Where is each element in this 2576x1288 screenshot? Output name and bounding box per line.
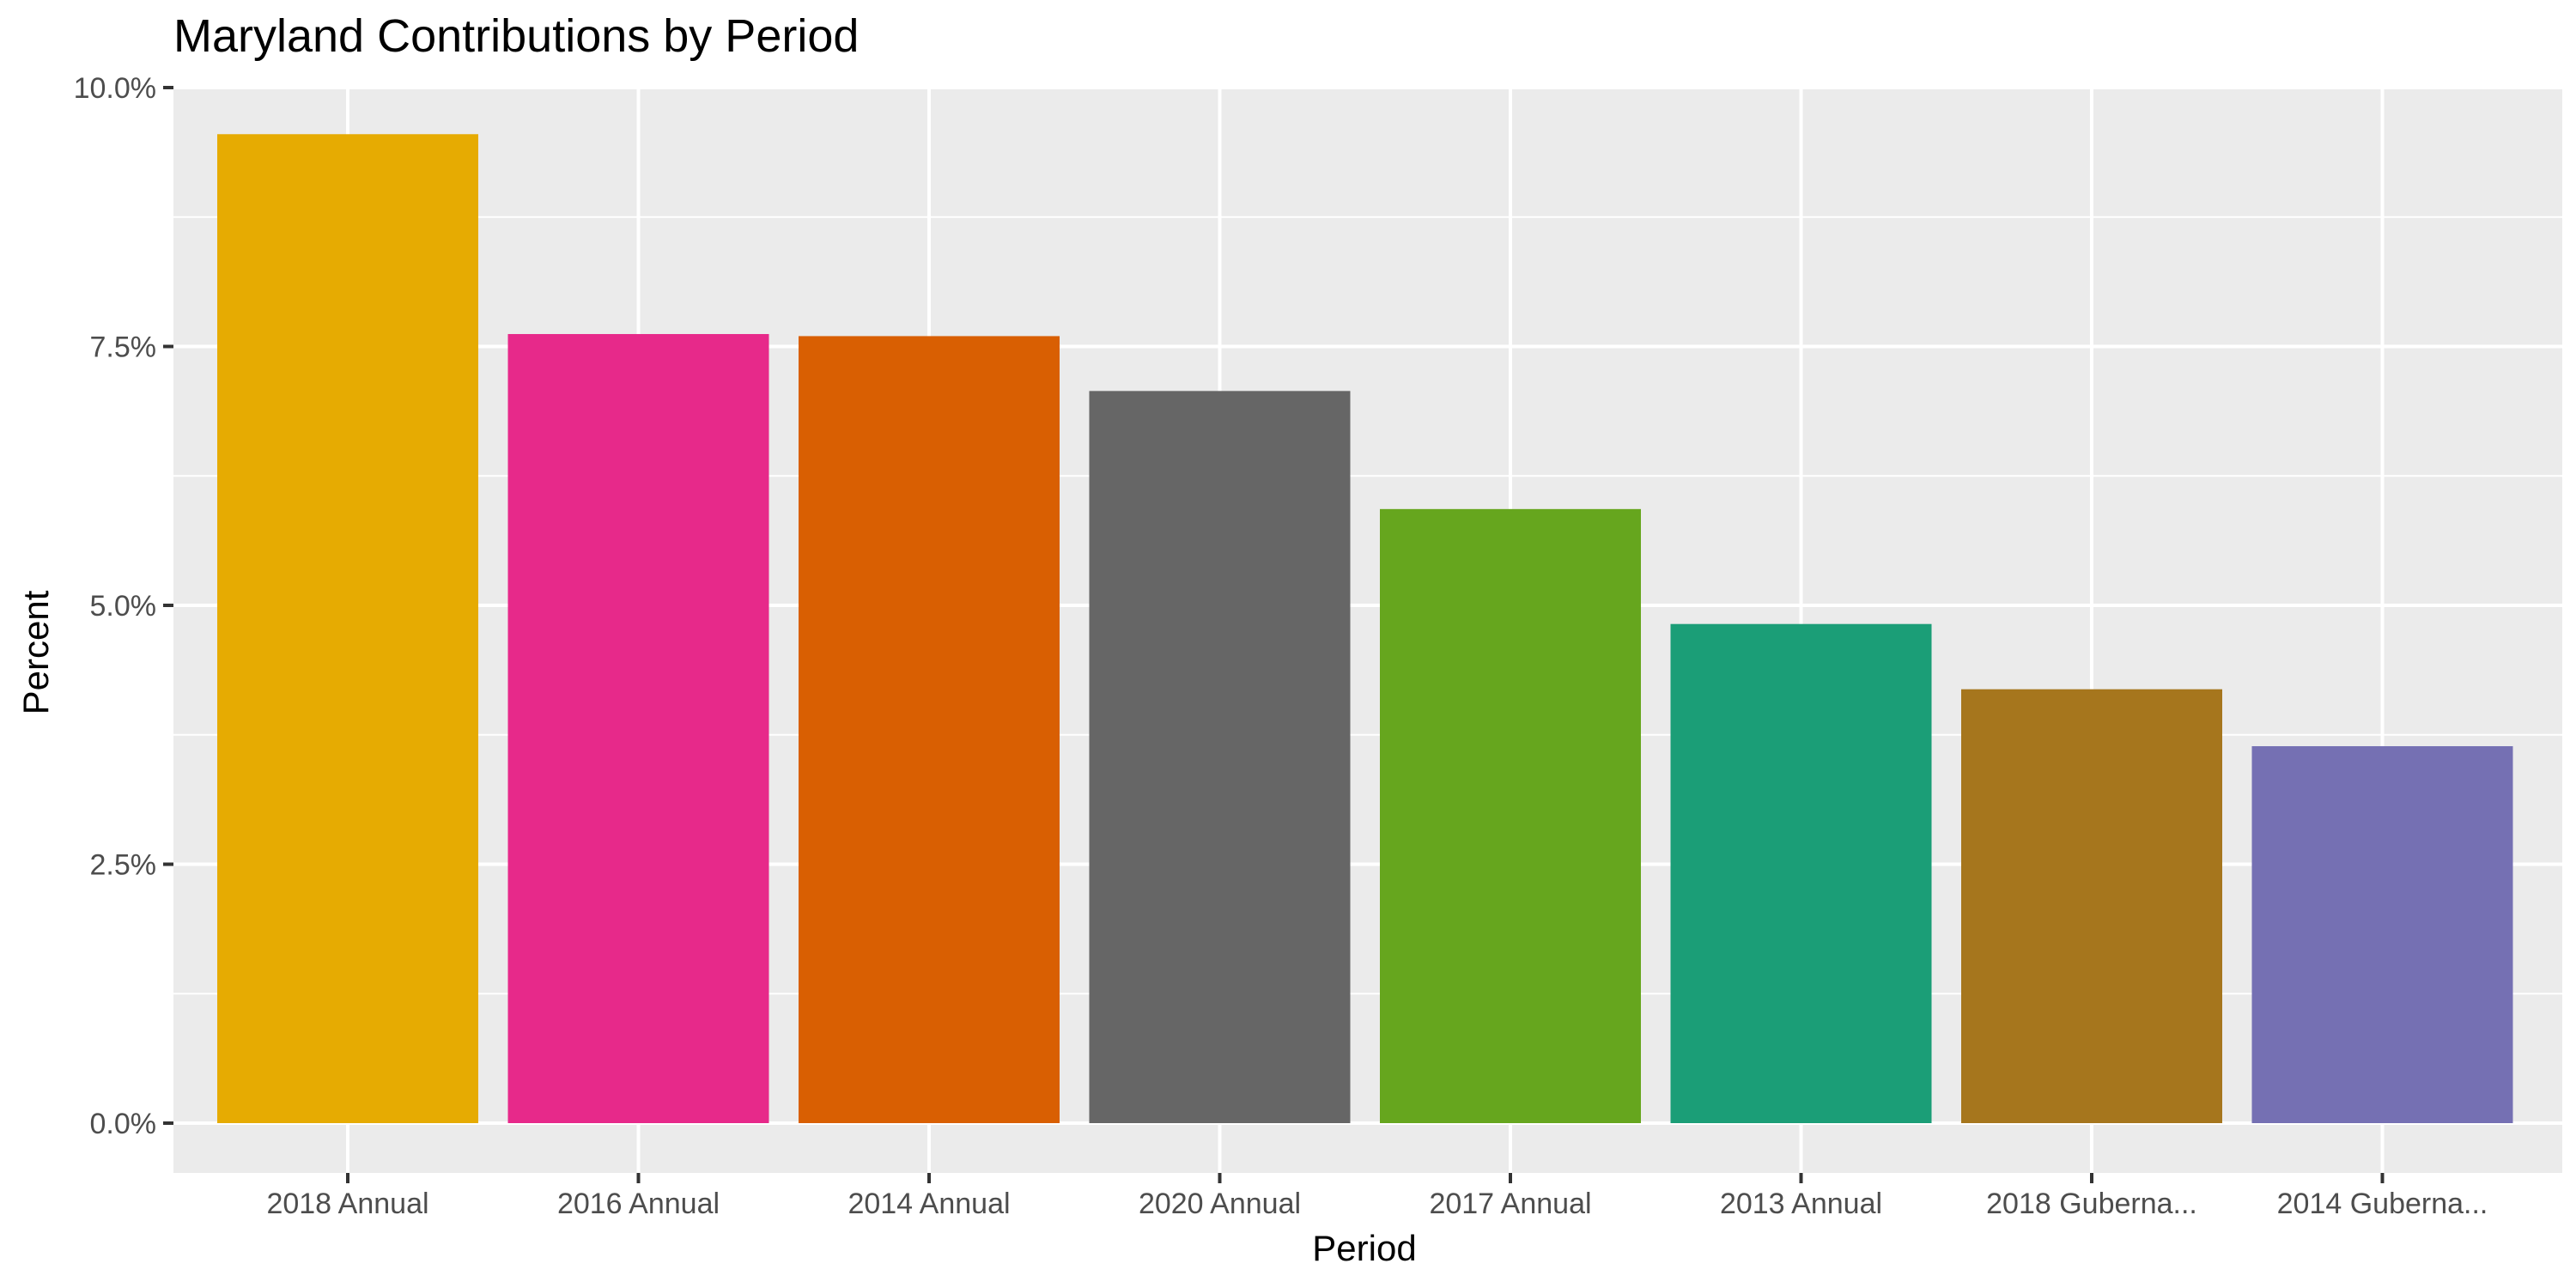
x-tick-label: 2013 Annual bbox=[1720, 1188, 1882, 1220]
x-axis: 2018 Annual 2016 Annual 2014 Annual 2020 An… bbox=[266, 1173, 2488, 1220]
y-axis: 0.0% 2.5% 5.0% 7.5% 10.0% bbox=[74, 72, 173, 1140]
bar bbox=[799, 336, 1060, 1123]
x-tick-label: 2020 Annual bbox=[1139, 1188, 1301, 1220]
y-tick-label: 5.0% bbox=[90, 590, 157, 623]
bar bbox=[1089, 391, 1351, 1123]
y-tick-label: 10.0% bbox=[74, 72, 156, 105]
x-tick-label: 2014 Guberna... bbox=[2277, 1188, 2488, 1220]
bar bbox=[507, 334, 769, 1123]
x-axis-title: Period bbox=[1312, 1228, 1416, 1268]
chart-title: Maryland Contributions by Period bbox=[173, 10, 859, 62]
y-axis-title: Percent bbox=[15, 590, 56, 714]
x-tick-label: 2018 Guberna... bbox=[1986, 1188, 2197, 1220]
y-tick-label: 0.0% bbox=[90, 1108, 157, 1140]
bar bbox=[1961, 689, 2222, 1123]
y-tick-label: 7.5% bbox=[90, 331, 157, 364]
x-tick-label: 2017 Annual bbox=[1429, 1188, 1591, 1220]
bar bbox=[217, 134, 478, 1123]
bar bbox=[1670, 623, 1932, 1123]
x-tick-label: 2014 Annual bbox=[848, 1188, 1010, 1220]
bar bbox=[2251, 746, 2513, 1123]
x-tick-label: 2016 Annual bbox=[557, 1188, 720, 1220]
bar bbox=[1380, 508, 1641, 1123]
y-tick-label: 2.5% bbox=[90, 849, 157, 882]
x-tick-label: 2018 Annual bbox=[266, 1188, 428, 1220]
bars bbox=[217, 134, 2513, 1123]
